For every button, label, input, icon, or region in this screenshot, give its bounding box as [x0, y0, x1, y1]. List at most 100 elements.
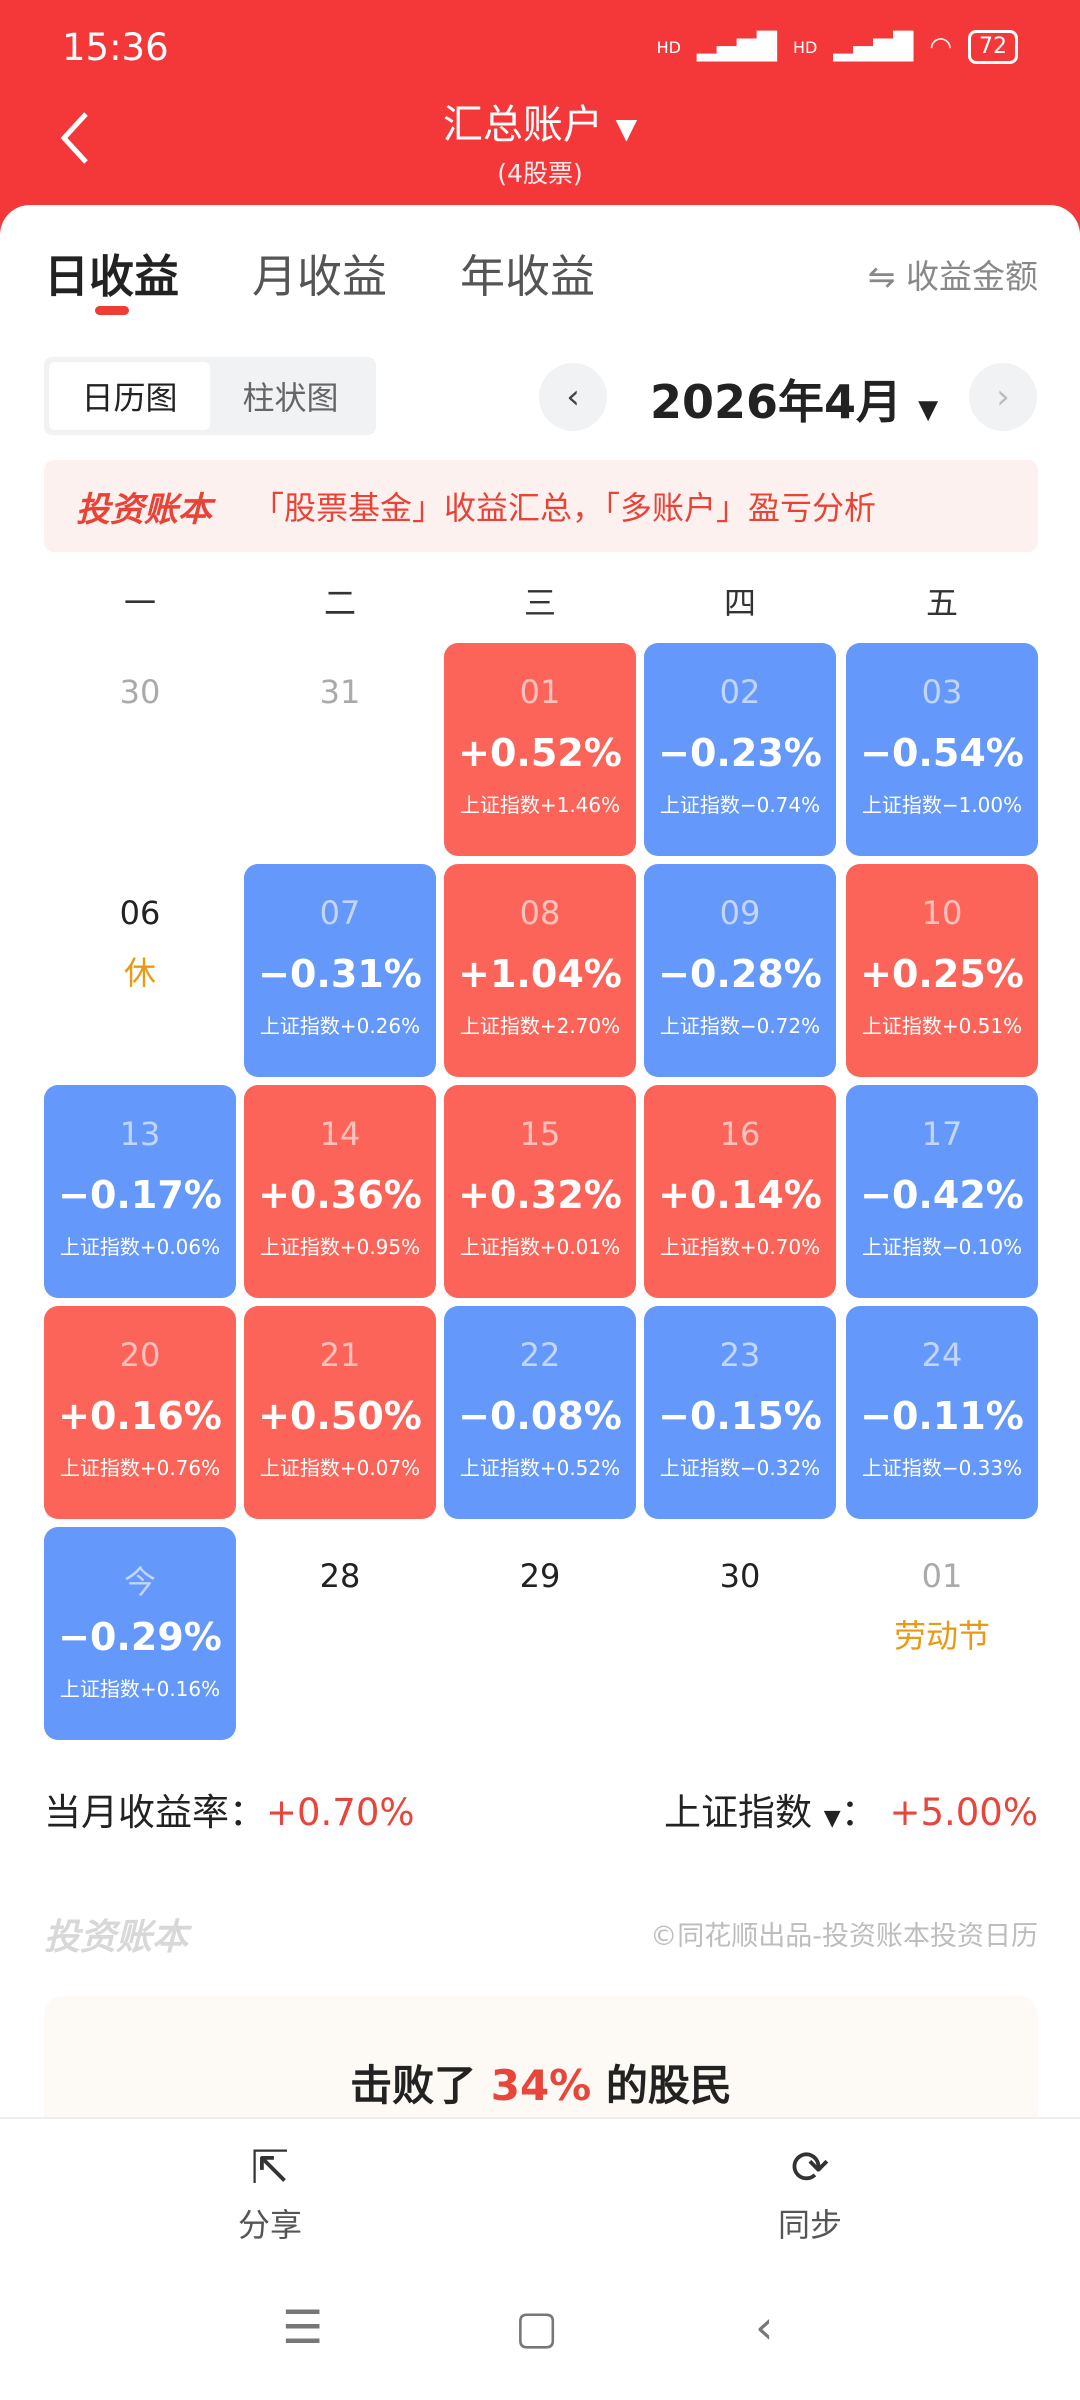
day-number: 01 [921, 1557, 963, 1595]
calendar-day[interactable]: 16 +0.14% 上证指数+0.70% [644, 1085, 836, 1298]
day-return: −0.29% [58, 1615, 222, 1659]
index-return[interactable]: 上证指数 ▼： +5.00% [664, 1782, 1038, 1836]
account-selector[interactable]: 汇总账户 ▼ [0, 92, 1080, 150]
share-button[interactable]: ⇱ 分享 [170, 2140, 370, 2246]
month-label: 2026年4月 [650, 375, 903, 429]
signal-icon-2: HD [792, 37, 818, 57]
day-return: +0.25% [860, 952, 1024, 996]
calendar-day[interactable]: 10 +0.25% 上证指数+0.51% [846, 864, 1038, 1077]
calendar-day[interactable]: 今 −0.29% 上证指数+0.16% [44, 1527, 236, 1740]
calendar-day[interactable]: 30 [644, 1527, 836, 1740]
calendar-day[interactable]: 17 −0.42% 上证指数−0.10% [846, 1085, 1038, 1298]
day-number: 17 [921, 1115, 963, 1153]
calendar-day[interactable]: 13 −0.17% 上证指数+0.06% [44, 1085, 236, 1298]
colon: ： [840, 1791, 878, 1834]
sync-button[interactable]: ⟳ 同步 [710, 2140, 910, 2246]
calendar-day[interactable]: 01 +0.52% 上证指数+1.46% [444, 643, 636, 856]
beat-card: 击败了 34% 的股民 [44, 1996, 1038, 2136]
calendar-day[interactable]: 29 [444, 1527, 636, 1740]
weekday-header: 三 [523, 584, 556, 622]
tab-monthly[interactable]: 月收益 [252, 250, 388, 303]
day-number: 28 [319, 1557, 361, 1595]
status-icons: HD ▂▄▆█ HD ▂▄▆█ ◠ 72 [657, 30, 1018, 64]
page-subtitle: (4股票) [497, 159, 583, 188]
index-return-value: +5.00% [889, 1791, 1038, 1834]
index-selector[interactable]: 上证指数 [664, 1791, 812, 1834]
footer-logo: 投资账本 [44, 1917, 189, 1958]
day-number: 09 [719, 894, 761, 932]
tab-yearly[interactable]: 年收益 [460, 250, 596, 303]
tab-daily[interactable]: 日收益 [44, 250, 180, 303]
day-return: +0.50% [258, 1394, 422, 1438]
day-index-return: 上证指数+0.51% [861, 1014, 1023, 1038]
day-return: −0.28% [658, 952, 822, 996]
signal-bars-icon-2: ▂▄▆█ [833, 32, 914, 62]
banner-logo: 投资账本 [76, 489, 212, 530]
day-number: 22 [519, 1336, 561, 1374]
view-calendar[interactable]: 日历图 [49, 362, 210, 430]
day-number: 08 [519, 894, 561, 932]
day-number: 30 [119, 673, 161, 711]
calendar-day[interactable]: 24 −0.11% 上证指数−0.33% [846, 1306, 1038, 1519]
nav-home-icon[interactable]: ▢ [515, 2300, 559, 2354]
day-index-return: 上证指数−0.33% [861, 1456, 1023, 1480]
day-return: +0.36% [258, 1173, 422, 1217]
day-number: 30 [719, 1557, 761, 1595]
prev-month-button[interactable]: ‹ [539, 363, 607, 431]
banner-text: 「股票基金」收益汇总，「多账户」盈亏分析 [252, 489, 877, 527]
day-number: 20 [119, 1336, 161, 1374]
calendar-day[interactable]: 03 −0.54% 上证指数−1.00% [846, 643, 1038, 856]
day-number: 07 [319, 894, 361, 932]
sync-label: 同步 [777, 2206, 842, 2244]
calendar-day[interactable]: 30 [44, 643, 236, 856]
bottom-bar [0, 2117, 1080, 2400]
view-bar[interactable]: 柱状图 [242, 379, 339, 417]
monthly-return-value: +0.70% [266, 1791, 415, 1834]
tab-indicator [95, 306, 129, 315]
calendar-day[interactable]: 31 [244, 643, 436, 856]
beat-prefix: 击败了 [350, 2061, 491, 2110]
calendar-day[interactable]: 09 −0.28% 上证指数−0.72% [644, 864, 836, 1077]
day-return: +0.14% [658, 1173, 822, 1217]
calendar-day[interactable]: 20 +0.16% 上证指数+0.76% [44, 1306, 236, 1519]
calendar-day[interactable]: 28 [244, 1527, 436, 1740]
wifi-icon: ◠ [929, 32, 952, 62]
calendar-day[interactable]: 21 +0.50% 上证指数+0.07% [244, 1306, 436, 1519]
day-index-return: 上证指数−0.10% [861, 1235, 1023, 1259]
day-index-return: 上证指数+0.16% [59, 1677, 221, 1701]
day-index-return: 上证指数+0.76% [59, 1456, 221, 1480]
day-number: 02 [719, 673, 761, 711]
day-number: 03 [921, 673, 963, 711]
month-selector[interactable]: 2026年4月 ▼ [650, 366, 938, 432]
calendar-day[interactable]: 23 −0.15% 上证指数−0.32% [644, 1306, 836, 1519]
day-index-return: 上证指数+0.70% [659, 1235, 821, 1259]
calendar-day[interactable]: 15 +0.32% 上证指数+0.01% [444, 1085, 636, 1298]
status-time: 15:36 [62, 26, 169, 69]
day-index-return: 上证指数−0.32% [659, 1456, 821, 1480]
caret-down-icon: ▼ [823, 1806, 841, 1831]
calendar-day[interactable]: 06 休 [44, 864, 236, 1077]
page-title: 汇总账户 [442, 102, 603, 148]
calendar-day[interactable]: 02 −0.23% 上证指数−0.74% [644, 643, 836, 856]
calendar-day[interactable]: 07 −0.31% 上证指数+0.26% [244, 864, 436, 1077]
day-number: 31 [319, 673, 361, 711]
toggle-amount-button[interactable]: ⇋ 收益金额 [867, 257, 1038, 296]
weekday-header: 二 [323, 584, 356, 622]
calendar-day[interactable]: 01 劳动节 [846, 1527, 1038, 1740]
next-month-button[interactable]: › [969, 363, 1037, 431]
share-label: 分享 [237, 2206, 302, 2244]
day-number: 13 [119, 1115, 161, 1153]
day-number: 21 [319, 1336, 361, 1374]
calendar-day[interactable]: 22 −0.08% 上证指数+0.52% [444, 1306, 636, 1519]
monthly-return-label: 当月收益率： [44, 1791, 266, 1834]
back-icon[interactable] [56, 108, 96, 168]
monthly-return: 当月收益率：+0.70% [44, 1782, 415, 1836]
signal-bars-icon: ▂▄▆█ [696, 32, 777, 62]
calendar-day[interactable]: 08 +1.04% 上证指数+2.70% [444, 864, 636, 1077]
calendar-day[interactable]: 14 +0.36% 上证指数+0.95% [244, 1085, 436, 1298]
promo-banner[interactable]: 投资账本 「股票基金」收益汇总，「多账户」盈亏分析 [44, 460, 1038, 552]
day-index-return: 上证指数+0.07% [259, 1456, 421, 1480]
nav-back-icon[interactable]: ‹ [755, 2300, 774, 2354]
nav-menu-icon[interactable]: ☰ [282, 2300, 324, 2354]
day-return: +0.16% [58, 1394, 222, 1438]
